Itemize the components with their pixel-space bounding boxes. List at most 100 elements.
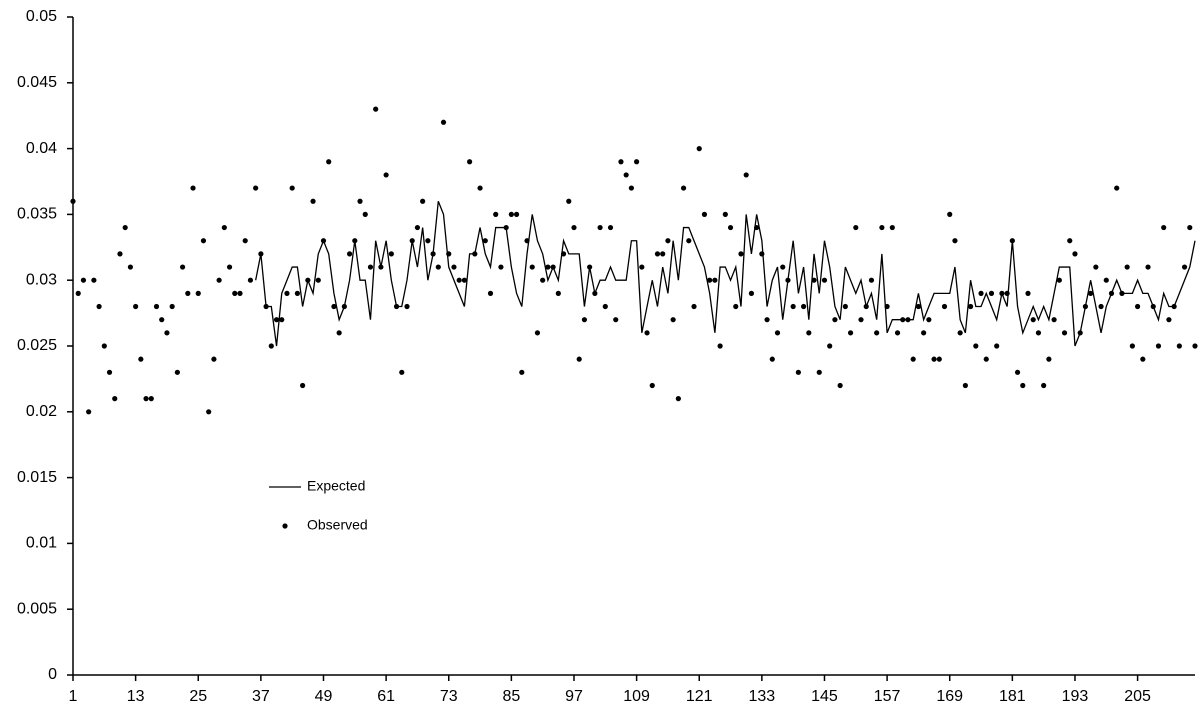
observed-point (268, 343, 274, 349)
observed-point (237, 290, 243, 296)
observed-point (373, 106, 379, 112)
observed-point (206, 409, 212, 415)
observed-point (153, 303, 160, 310)
observed-point (315, 277, 321, 283)
observed-point (863, 303, 869, 310)
observed-point (451, 264, 457, 270)
observed-point (816, 369, 822, 375)
observed-point (96, 303, 102, 310)
y-tick-label: 0.03 (26, 271, 57, 288)
observed-point (962, 382, 968, 389)
observed-point (446, 251, 452, 257)
observed-point (477, 185, 483, 191)
observed-point (1051, 317, 1057, 323)
observed-point (607, 224, 614, 231)
observed-point (910, 356, 916, 362)
observed-point (346, 251, 353, 257)
observed-point (743, 172, 749, 178)
observed-point (670, 317, 676, 323)
observed-point (326, 159, 332, 165)
observed-point (75, 290, 81, 296)
observed-point (639, 264, 645, 270)
observed-point (1103, 277, 1109, 283)
observed-point (1014, 369, 1021, 375)
observed-point (774, 330, 781, 336)
observed-point (941, 303, 948, 310)
observed-point (613, 317, 619, 323)
observed-point (503, 224, 509, 231)
observed-point (847, 330, 854, 336)
y-tick-label: 0.005 (17, 600, 57, 617)
observed-point (680, 185, 687, 191)
observed-point (524, 238, 530, 244)
observed-point (628, 185, 634, 191)
observed-point (399, 369, 405, 375)
observed-point (973, 343, 979, 349)
observed-point (226, 264, 233, 270)
observed-point (915, 303, 922, 310)
observed-point (660, 251, 666, 257)
x-tick-label: 193 (1062, 688, 1089, 705)
observed-point (138, 356, 144, 362)
observed-point (634, 159, 640, 165)
observed-point (623, 172, 629, 178)
observed-point (874, 330, 880, 336)
observed-point (926, 317, 932, 323)
observed-point (174, 369, 180, 375)
observed-point (1166, 317, 1172, 323)
observed-point (472, 251, 478, 257)
observed-point (1140, 356, 1146, 362)
observed-point (790, 303, 796, 310)
observed-point (253, 185, 259, 191)
observed-point (1025, 290, 1031, 296)
x-tick-label: 109 (623, 688, 650, 705)
observed-point (493, 211, 499, 217)
observed-point (811, 277, 817, 283)
y-tick-label: 0.015 (17, 469, 57, 486)
x-tick-label: 205 (1124, 688, 1151, 705)
observed-point (404, 303, 410, 310)
observed-point (738, 251, 744, 257)
x-tick-label: 13 (127, 688, 145, 705)
observed-point (232, 290, 238, 296)
observed-point (101, 343, 107, 349)
observed-point (801, 303, 807, 310)
observed-point (519, 369, 525, 375)
observed-point (420, 198, 426, 204)
observed-point (931, 356, 937, 362)
observed-point (164, 330, 170, 336)
observed-point (242, 238, 248, 244)
observed-point (216, 277, 222, 283)
x-tick-label: 1 (69, 688, 78, 705)
observed-point (148, 396, 154, 402)
observed-point (1171, 303, 1177, 310)
observed-point (467, 159, 473, 165)
observed-point (592, 290, 598, 296)
observed-point (733, 303, 739, 310)
observed-point (759, 251, 765, 257)
observed-point (440, 119, 447, 125)
legend-marker (282, 523, 288, 529)
observed-point (691, 303, 697, 310)
x-tick-label: 181 (999, 688, 1026, 705)
observed-point (1187, 224, 1193, 231)
observed-point (513, 211, 520, 217)
y-tick-label: 0.05 (26, 8, 57, 25)
observed-point (540, 277, 546, 283)
observed-point (362, 211, 368, 217)
observed-point (900, 317, 906, 323)
y-tick-label: 0.045 (17, 74, 57, 91)
observed-point (905, 317, 911, 323)
observed-point (707, 277, 713, 283)
observed-point (200, 238, 207, 244)
observed-point (618, 159, 624, 165)
observed-point (289, 185, 295, 191)
y-tick-label: 0.01 (26, 535, 57, 552)
observed-point (336, 330, 342, 336)
observed-point (1093, 264, 1099, 270)
observed-point (1046, 356, 1052, 362)
observed-point (508, 211, 514, 217)
y-tick-label: 0 (48, 666, 57, 683)
observed-point (1161, 224, 1167, 231)
